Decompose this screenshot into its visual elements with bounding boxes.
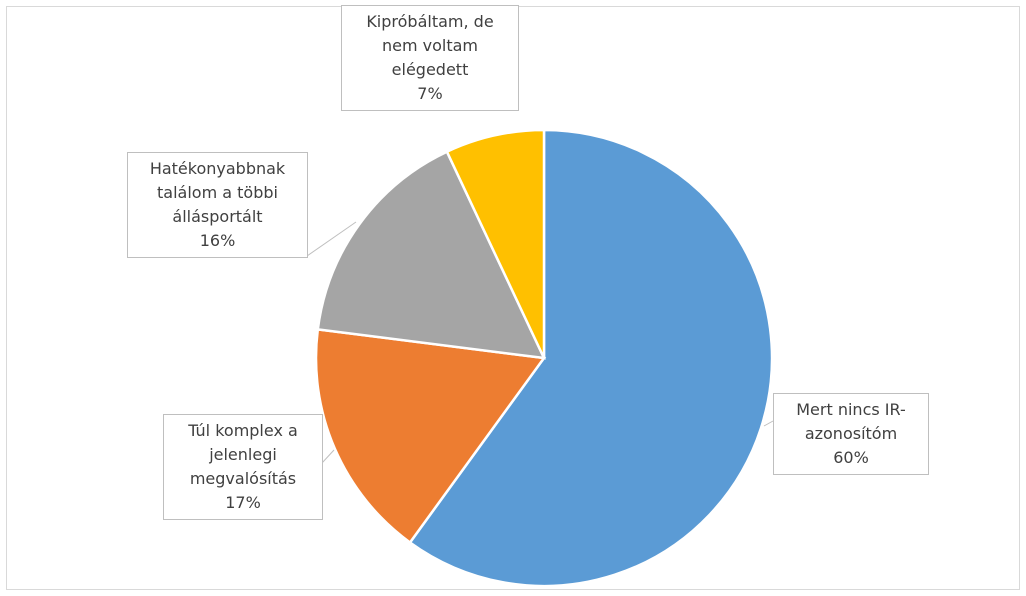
data-label: Túl komplex a jelenlegi megvalósítás 17% — [163, 414, 323, 520]
data-label: Hatékonyabbnak találom a többi állásport… — [127, 152, 308, 258]
category-label: Hatékonyabbnak találom a többi állásport… — [149, 159, 286, 226]
category-label: Kipróbáltam, de nem voltam elégedett — [366, 12, 494, 79]
category-label: Mert nincs IR-azonosítóm — [796, 400, 906, 443]
leader-line — [306, 221, 357, 257]
value-label: 60% — [833, 448, 869, 467]
pie-slice — [316, 150, 547, 360]
data-label: Kipróbáltam, de nem voltam elégedett 7% — [341, 5, 519, 111]
category-label: Túl komplex a jelenlegi megvalósítás — [188, 421, 298, 488]
value-label: 17% — [225, 493, 261, 512]
leader-line — [321, 449, 335, 464]
leader-line — [763, 420, 774, 427]
pie-slice — [408, 128, 774, 588]
value-label: 7% — [417, 84, 443, 103]
value-label: 16% — [199, 231, 236, 250]
pie-slice — [314, 328, 547, 545]
data-label: Mert nincs IR-azonosítóm 60% — [773, 393, 929, 475]
pie-slice — [445, 128, 546, 359]
